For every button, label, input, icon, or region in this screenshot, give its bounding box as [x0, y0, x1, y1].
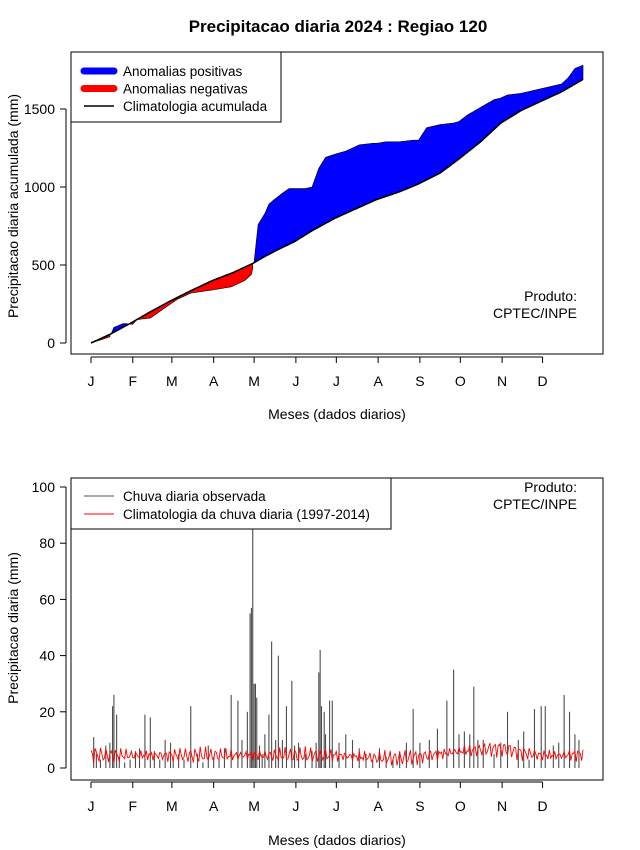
cumulative-chart-panel: 0 500 1000 1500 J F M A M J J A S O N D Meses (dados di…: [5, 51, 604, 422]
y-tick-label: 0: [47, 760, 55, 776]
legend-label: Chuva diaria observada: [123, 489, 266, 504]
x-tick-label: A: [373, 373, 383, 389]
x-tick-label: F: [129, 373, 138, 389]
x-tick-label: M: [248, 373, 260, 389]
x-tick-label: N: [497, 373, 507, 389]
cumulative-axes: 0 500 1000 1500 J F M A M J J A S O N D: [24, 51, 604, 389]
y-axis-label: Precipitacao diaria (mm): [5, 552, 21, 704]
legend-label: Climatologia da chuva diaria (1997-2014): [123, 507, 370, 522]
y-tick-label: 1000: [24, 179, 55, 195]
legend: Chuva diaria observada Climatologia da ch…: [70, 477, 392, 530]
x-tick-label: J: [292, 373, 299, 389]
x-tick-label: D: [537, 373, 547, 389]
chart-title: Precipitacao diaria 2024 : Regiao 120: [189, 17, 488, 36]
x-tick-label: J: [333, 373, 340, 389]
x-tick-label: A: [209, 373, 219, 389]
product-annotation-line: CPTEC/INPE: [493, 496, 577, 512]
product-annotation-line: Produto:: [524, 479, 577, 495]
x-tick-label: A: [373, 798, 383, 814]
y-tick-label: 20: [39, 704, 55, 720]
climatology-cumulative-line: [90, 78, 584, 344]
x-tick-label: F: [129, 798, 138, 814]
y-axis-label: Precipitacao diaria acumulada (mm): [5, 94, 21, 318]
legend-label: Climatologia acumulada: [123, 99, 268, 114]
climatology-daily-line: [90, 742, 584, 766]
x-tick-label: O: [455, 798, 466, 814]
y-tick-label: 40: [39, 648, 55, 664]
x-tick-label: J: [292, 798, 299, 814]
x-tick-label: J: [333, 798, 340, 814]
product-annotation-line: CPTEC/INPE: [493, 305, 577, 321]
y-tick-label: 1500: [24, 101, 55, 117]
legend-label: Anomalias positivas: [123, 64, 243, 79]
x-tick-label: M: [248, 798, 260, 814]
cumulative-lines: [90, 78, 584, 344]
x-tick-label: O: [455, 373, 466, 389]
product-annotation-line: Produto:: [524, 288, 577, 304]
x-tick-label: S: [415, 373, 424, 389]
legend-box: [70, 477, 392, 530]
plot-frame: [70, 51, 604, 355]
x-tick-label: J: [88, 373, 95, 389]
daily-chart-panel: 0 20 40 60 80 100 J F M A M J J A S O N D Meses (dados di…: [5, 477, 604, 848]
legend-label: Anomalias negativas: [123, 82, 248, 97]
x-tick-label: A: [209, 798, 219, 814]
product-annotation: Produto:CPTEC/INPE: [493, 288, 577, 321]
x-tick-label: D: [537, 798, 547, 814]
positive-anomaly-area: [253, 64, 584, 264]
x-tick-label: N: [497, 798, 507, 814]
product-annotation: Produto:CPTEC/INPE: [493, 479, 577, 512]
daily-bars: [93, 529, 580, 768]
legend: Anomalias positivas Anomalias negativas Cl…: [70, 51, 282, 123]
x-tick-label: M: [166, 798, 178, 814]
x-axis-label: Meses (dados diarios): [268, 832, 406, 848]
x-tick-label: J: [88, 798, 95, 814]
y-tick-label: 80: [39, 535, 55, 551]
y-tick-label: 60: [39, 591, 55, 607]
y-tick-label: 0: [47, 335, 55, 351]
x-tick-label: M: [166, 373, 178, 389]
x-tick-label: S: [415, 798, 424, 814]
x-axis-label: Meses (dados diarios): [268, 406, 406, 422]
y-tick-label: 500: [32, 257, 56, 273]
daily-climatology-line: [90, 742, 584, 766]
y-tick-label: 100: [32, 479, 56, 495]
